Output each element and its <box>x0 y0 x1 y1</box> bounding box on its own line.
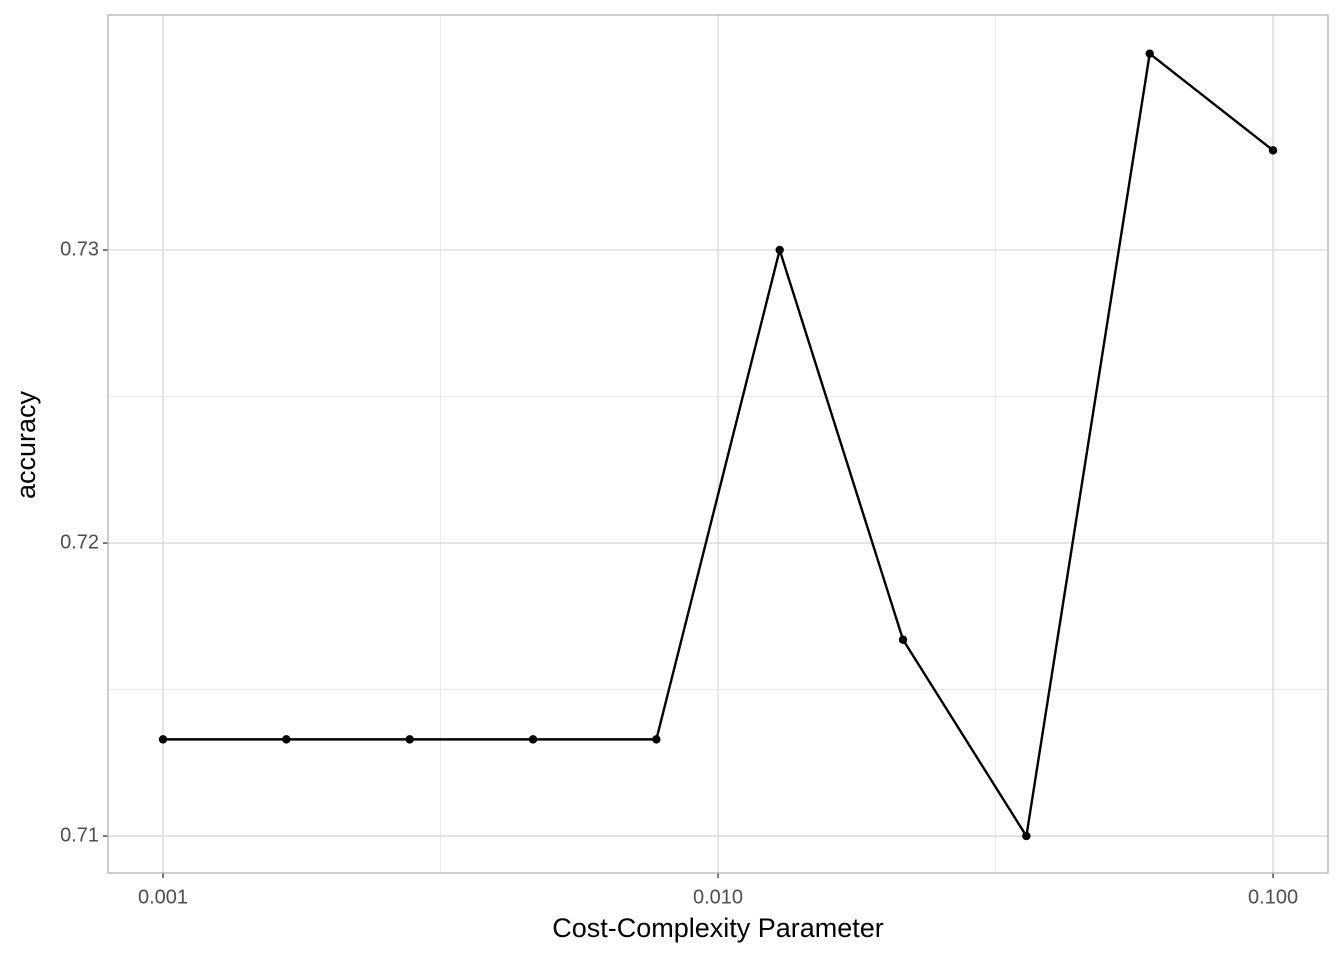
point <box>1268 146 1278 155</box>
point <box>158 735 168 744</box>
point <box>652 735 661 744</box>
x-axis-title: Cost-Complexity Parameter <box>552 913 884 943</box>
point <box>405 735 414 744</box>
y-tick-label: 0.72 <box>60 531 99 553</box>
point <box>898 635 908 644</box>
point <box>528 735 538 744</box>
x-tick-label: 0.010 <box>693 886 743 908</box>
point <box>775 245 784 255</box>
x-tick-label: 0.100 <box>1248 886 1298 908</box>
line <box>162 51 1274 840</box>
y-axis-title: accuracy <box>11 390 41 499</box>
x-tick-label: 0.001 <box>138 886 188 908</box>
point <box>1145 49 1154 58</box>
panel-border <box>107 14 1329 874</box>
point <box>1022 831 1031 841</box>
point <box>282 735 291 744</box>
y-tick-label: 0.73 <box>60 238 99 260</box>
y-tick-label: 0.71 <box>60 824 99 846</box>
